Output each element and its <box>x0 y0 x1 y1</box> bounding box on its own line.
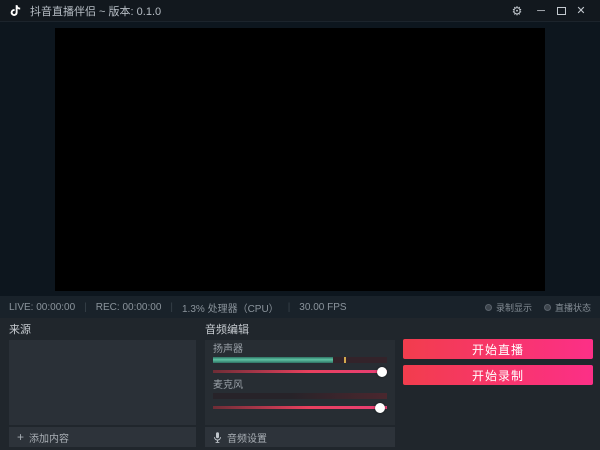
record-status-dot-icon <box>484 303 492 311</box>
titlebar: 抖音直播伴侣 ~ 版本: 0.1.0 ⚙ ─ ✕ <box>0 0 600 22</box>
statusbar: LIVE: 00:00:00 | REC: 00:00:00 | 1.3% 处理… <box>0 296 600 318</box>
speaker-label: 扬声器 <box>213 344 243 355</box>
speaker-level-meter <box>213 357 387 363</box>
speaker-peak-marker <box>343 357 346 363</box>
live-status-dot-icon <box>543 303 551 311</box>
speaker-slider-handle[interactable] <box>376 367 387 377</box>
mic-slider-handle[interactable] <box>375 403 386 413</box>
titlebar-controls: ⚙ ─ ✕ <box>507 0 591 22</box>
record-status-indicator[interactable]: 录制显示 <box>484 301 532 314</box>
source-list[interactable] <box>9 340 196 425</box>
live-status-label: 直播状态 <box>554 302 591 313</box>
speaker-slider-track <box>213 370 387 373</box>
cpu-usage: 1.3% 处理器（CPU） <box>182 303 279 315</box>
start-live-button[interactable]: 开始直播 <box>403 339 593 359</box>
status-indicators: 录制显示 直播状态 <box>473 301 591 314</box>
mic-slider-track <box>213 406 387 409</box>
sources-panel: 来源 + 添加内容 <box>9 318 196 447</box>
mic-level-meter <box>213 393 387 399</box>
window-title: 抖音直播伴侣 ~ 版本: 0.1.0 <box>30 5 162 18</box>
add-content-button[interactable]: + 添加内容 <box>9 427 196 447</box>
settings-gear-icon[interactable]: ⚙ <box>511 3 523 18</box>
preview-area <box>0 22 600 296</box>
divider: | <box>287 301 291 313</box>
rec-timer: REC: 00:00:00 <box>95 301 162 313</box>
live-timer: LIVE: 00:00:00 <box>9 301 76 313</box>
audio-settings-button[interactable]: 音频设置 <box>205 427 395 447</box>
plus-icon: + <box>17 430 25 444</box>
divider: | <box>170 301 173 313</box>
audio-settings-label: 音频设置 <box>227 433 267 445</box>
start-record-button[interactable]: 开始录制 <box>403 365 593 385</box>
mic-label: 麦克风 <box>213 380 243 391</box>
bottom-panels: 来源 + 添加内容 音频编辑 扬声器 麦克风 <box>0 318 600 450</box>
tiktok-logo-icon <box>9 4 22 17</box>
minimize-icon[interactable]: ─ <box>537 4 545 17</box>
fps-value: 30.00 FPS <box>299 301 347 313</box>
audio-panel: 音频编辑 扬声器 麦克风 <box>205 318 395 447</box>
speaker-volume-slider[interactable] <box>213 364 387 379</box>
live-status-indicator[interactable]: 直播状态 <box>543 301 591 314</box>
speaker-meter-fill <box>213 357 334 363</box>
close-icon[interactable]: ✕ <box>576 4 586 17</box>
mic-volume-slider[interactable] <box>213 400 387 415</box>
sources-panel-title: 来源 <box>9 324 31 336</box>
microphone-icon <box>213 431 222 444</box>
audio-panel-title: 音频编辑 <box>205 324 249 336</box>
divider: | <box>84 301 87 313</box>
audio-mixer: 扬声器 麦克风 <box>205 340 395 425</box>
action-buttons: 开始直播 开始录制 <box>403 339 593 391</box>
video-preview-canvas[interactable] <box>55 28 545 291</box>
maximize-icon[interactable] <box>551 0 571 22</box>
add-content-label: 添加内容 <box>29 433 70 445</box>
record-status-label: 录制显示 <box>495 302 532 313</box>
